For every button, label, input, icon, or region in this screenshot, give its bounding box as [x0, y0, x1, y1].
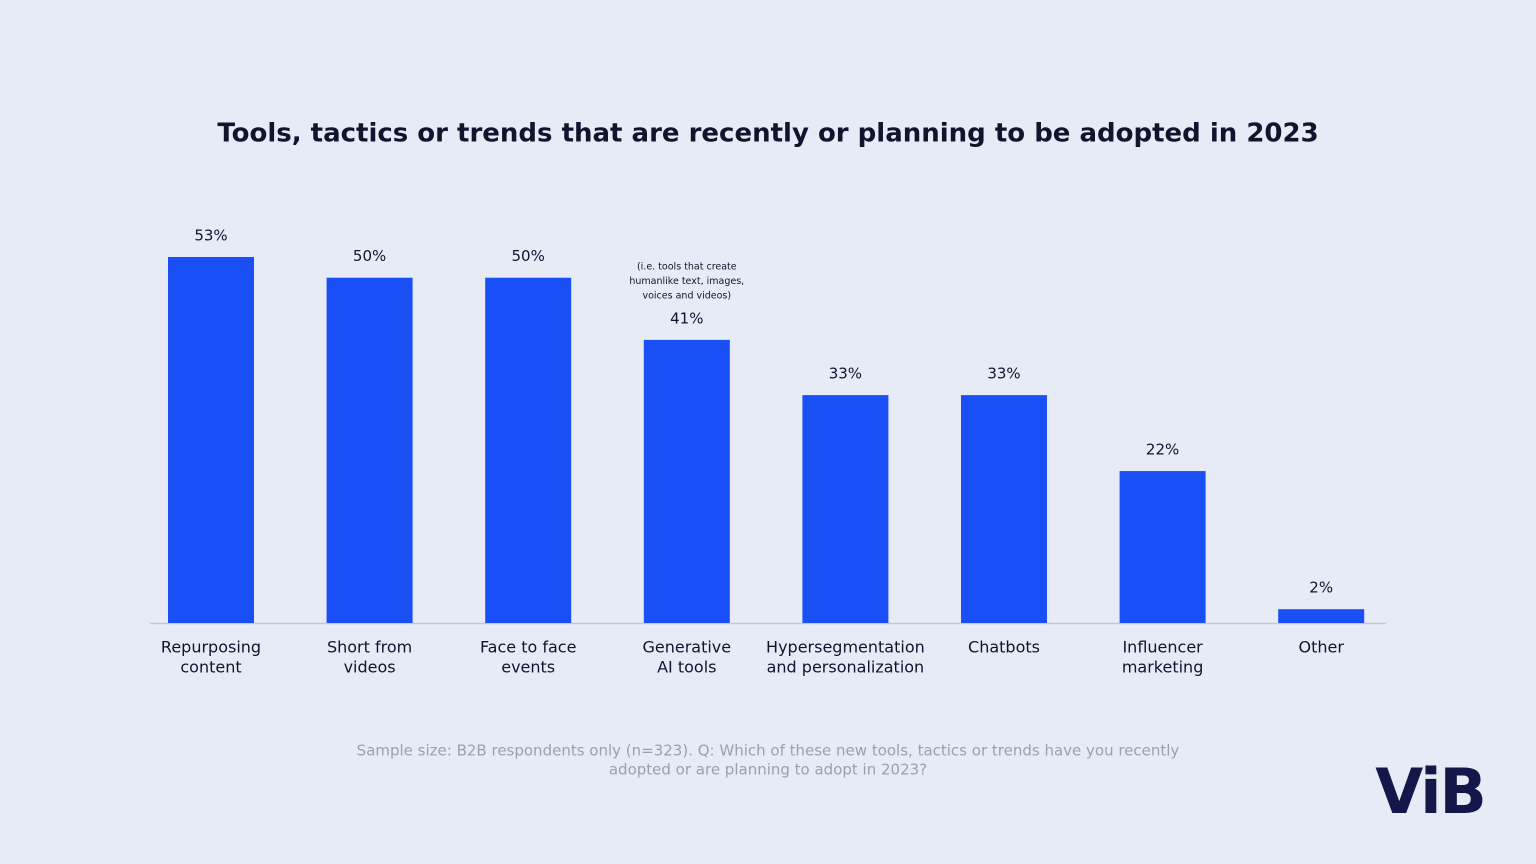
value-label: 33% [829, 365, 862, 383]
bar [1119, 471, 1206, 623]
x-tick-label: content [180, 658, 241, 677]
value-label: 50% [512, 247, 545, 265]
footnote: adopted or are planning to adopt in 2023… [609, 761, 927, 779]
annotation: humanlike text, images, [629, 276, 744, 287]
x-tick-label: Repurposing [161, 638, 261, 657]
bar [326, 277, 413, 623]
x-tick-label: Generative [642, 638, 731, 657]
x-tick-label: Other [1298, 638, 1344, 657]
footnote: Sample size: B2B respondents only (n=323… [357, 742, 1180, 760]
x-tick-label: Face to face [480, 638, 577, 657]
x-tick-label: marketing [1122, 658, 1204, 677]
x-tick-label: videos [344, 658, 396, 677]
x-tick-label: and personalization [767, 658, 925, 677]
x-tick-label: events [501, 658, 555, 677]
bar [168, 257, 254, 623]
bar [802, 395, 889, 623]
value-label: 53% [194, 227, 227, 245]
x-tick-label: Influencer [1122, 638, 1203, 657]
x-tick-label: Hypersegmentation [766, 638, 925, 657]
annotation: voices and videos) [642, 290, 731, 301]
bar [643, 339, 730, 623]
value-label: 2% [1309, 579, 1333, 597]
bar [485, 277, 572, 623]
x-tick-label: AI tools [657, 658, 716, 677]
bar [961, 395, 1047, 623]
x-tick-label: Chatbots [968, 638, 1040, 657]
x-tick-label: Short from [327, 638, 412, 657]
value-label: 33% [987, 365, 1020, 383]
value-label: 22% [1146, 441, 1179, 459]
chart-title: Tools, tactics or trends that are recent… [217, 119, 1318, 149]
value-label: 41% [670, 309, 703, 327]
annotation: (i.e. tools that create [637, 261, 737, 272]
logo: ViB [1375, 755, 1484, 828]
value-label: 50% [353, 247, 386, 265]
bar [1278, 609, 1365, 623]
